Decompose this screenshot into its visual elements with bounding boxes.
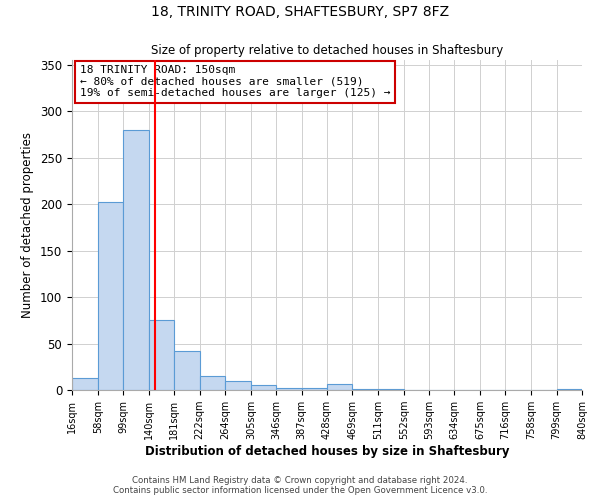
Text: Contains HM Land Registry data © Crown copyright and database right 2024.
Contai: Contains HM Land Registry data © Crown c… <box>113 476 487 495</box>
Bar <box>557 389 582 390</box>
Text: 18, TRINITY ROAD, SHAFTESBURY, SP7 8FZ: 18, TRINITY ROAD, SHAFTESBURY, SP7 8FZ <box>151 5 449 19</box>
Bar <box>276 388 302 390</box>
Title: Size of property relative to detached houses in Shaftesbury: Size of property relative to detached ho… <box>151 44 503 58</box>
Bar <box>149 320 174 390</box>
Bar <box>174 351 199 390</box>
Bar <box>352 389 379 390</box>
Bar <box>98 202 124 390</box>
Bar <box>302 388 327 390</box>
Bar <box>327 384 352 390</box>
Bar <box>199 376 226 390</box>
X-axis label: Distribution of detached houses by size in Shaftesbury: Distribution of detached houses by size … <box>145 445 509 458</box>
Text: 18 TRINITY ROAD: 150sqm
← 80% of detached houses are smaller (519)
19% of semi-d: 18 TRINITY ROAD: 150sqm ← 80% of detache… <box>80 65 390 98</box>
Y-axis label: Number of detached properties: Number of detached properties <box>22 132 34 318</box>
Bar <box>379 389 404 390</box>
Bar <box>251 386 276 390</box>
Bar <box>72 378 98 390</box>
Bar <box>124 130 149 390</box>
Bar <box>226 380 251 390</box>
